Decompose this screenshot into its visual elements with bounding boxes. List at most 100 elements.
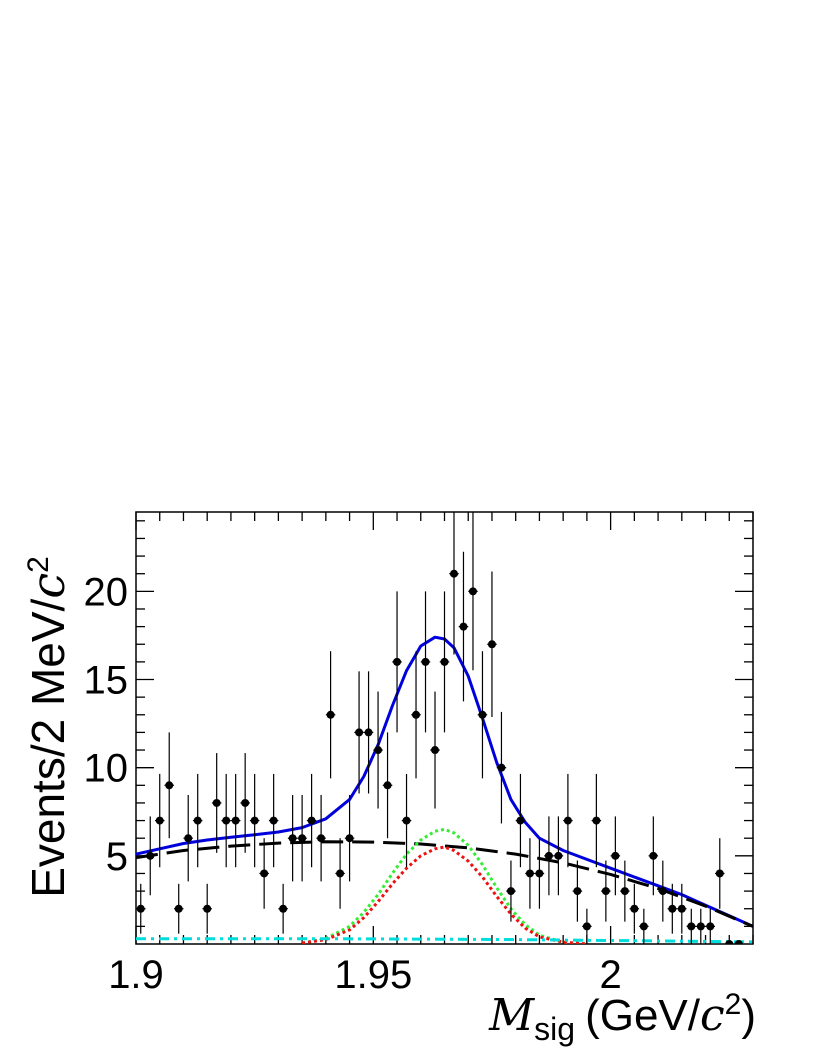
data-point	[534, 838, 545, 909]
x-axis-title-symbol: M	[488, 990, 535, 1041]
fit-curve-signal_green	[301, 827, 588, 944]
marker	[222, 816, 231, 825]
data-point	[449, 512, 459, 655]
marker	[487, 640, 496, 649]
data-point	[686, 908, 697, 944]
marker	[687, 922, 696, 931]
data-point	[515, 773, 526, 868]
x-axis-title-unit-close: )	[741, 991, 756, 1040]
data-point	[363, 671, 374, 794]
data-point	[620, 860, 630, 922]
data-point	[382, 732, 393, 839]
marker	[421, 657, 430, 666]
marker	[412, 710, 421, 719]
data-point	[639, 908, 649, 944]
marker	[402, 816, 411, 825]
data-point	[658, 860, 668, 922]
data-point	[696, 908, 706, 944]
data-point	[601, 860, 611, 922]
marker	[355, 728, 364, 737]
marker	[298, 834, 307, 843]
data-point	[677, 883, 687, 934]
marker	[336, 869, 345, 878]
y-axis-tick-labels: 5 10 15 20	[84, 570, 129, 878]
data-point	[297, 795, 307, 882]
marker	[620, 887, 629, 896]
marker	[155, 816, 164, 825]
data-point	[306, 773, 317, 868]
data-point	[154, 773, 165, 868]
marker	[715, 869, 724, 878]
marker	[582, 922, 591, 931]
marker	[440, 657, 449, 666]
x-axis-title-subscript: sig	[534, 1011, 575, 1047]
data-point	[392, 591, 402, 733]
marker	[601, 887, 610, 896]
marker	[525, 869, 534, 878]
data-point	[544, 816, 554, 896]
data-point	[648, 816, 659, 896]
marker	[203, 904, 212, 913]
marker	[269, 816, 278, 825]
data-point	[439, 591, 450, 733]
marker	[573, 887, 582, 896]
marker	[317, 834, 326, 843]
marker	[639, 922, 648, 931]
marker	[136, 904, 145, 913]
data-point	[610, 816, 621, 896]
data-point	[373, 691, 383, 809]
marker	[478, 710, 487, 719]
x-axis-title: Msig (GeV/c2)	[488, 988, 756, 1047]
data-point	[259, 838, 269, 909]
marker	[459, 622, 468, 631]
marker	[649, 851, 658, 860]
x-axis-tick-labels: 1.9 1.95 2	[108, 953, 622, 997]
data-point	[724, 940, 735, 944]
x-axis-title-unit-exp: 2	[725, 988, 742, 1021]
marker	[706, 922, 715, 931]
x-tick-label: 2	[599, 953, 621, 997]
marker	[231, 816, 240, 825]
marker	[611, 851, 620, 860]
y-axis-title-text: Events/2 MeV/	[22, 598, 74, 897]
data-point	[458, 551, 469, 702]
data-point	[316, 795, 326, 882]
marker	[563, 816, 572, 825]
marker	[326, 710, 335, 719]
data-point	[192, 773, 203, 868]
marker	[393, 657, 402, 666]
fit-curve-signal_red	[301, 845, 588, 944]
data-point	[173, 883, 184, 934]
data-point	[430, 691, 440, 809]
data-point	[411, 651, 421, 779]
y-tick-label: 20	[84, 570, 129, 614]
data-point	[221, 773, 231, 868]
fit-curve-peaking_bkg	[136, 937, 753, 944]
marker	[241, 798, 250, 807]
data-point	[553, 816, 564, 896]
y-tick-label: 5	[106, 835, 128, 879]
y-axis-title-c: c	[21, 573, 75, 599]
marker	[345, 834, 354, 843]
x-axis-title-unit: (GeV/	[585, 991, 701, 1040]
data-point	[249, 773, 260, 868]
marker	[364, 728, 373, 737]
data-point	[563, 773, 573, 868]
data-point	[487, 571, 497, 717]
marker	[734, 940, 743, 944]
data-point	[145, 816, 155, 896]
marker	[307, 816, 316, 825]
y-axis-title-exp: 2	[22, 556, 55, 573]
data-point	[572, 860, 583, 922]
marker	[431, 746, 440, 755]
data-points	[136, 512, 744, 944]
data-point	[354, 671, 364, 794]
data-point	[525, 838, 535, 909]
marker	[279, 904, 288, 913]
marker	[374, 746, 383, 755]
data-point	[496, 711, 507, 824]
data-point	[268, 773, 279, 868]
marker	[174, 904, 183, 913]
data-point	[344, 795, 355, 882]
